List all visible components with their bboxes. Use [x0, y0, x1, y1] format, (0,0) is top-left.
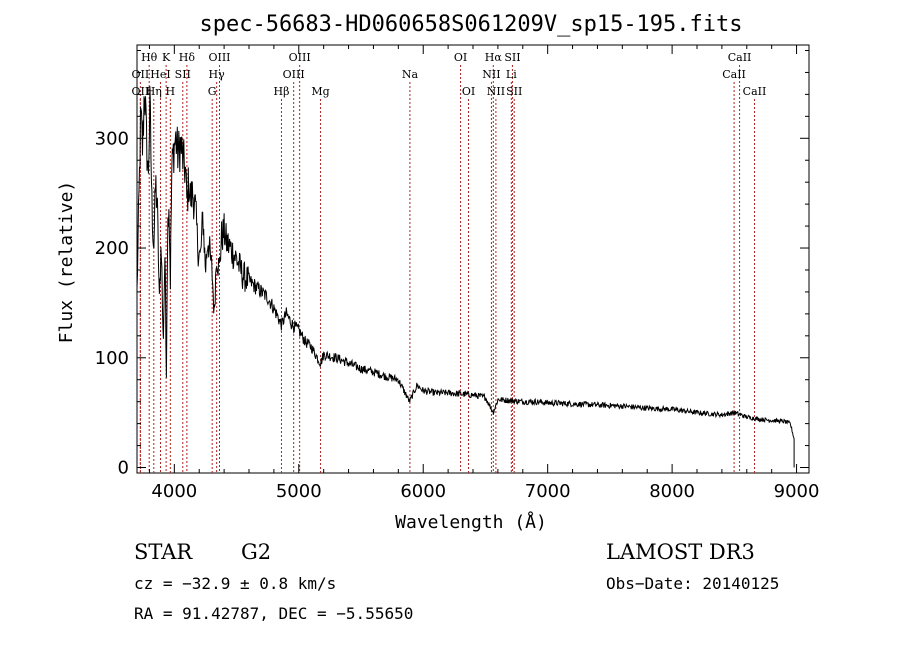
line-marker-label: OI — [462, 85, 475, 98]
line-marker-label: H — [166, 85, 176, 98]
line-marker-label: OII — [132, 85, 150, 98]
x-axis-label: Wavelength (Å) — [395, 511, 547, 533]
sky-coordinates: RA = 91.42787, DEC = −5.55650 — [134, 604, 413, 623]
line-marker-label: K — [162, 51, 171, 64]
line-marker-label: SII — [506, 85, 522, 98]
line-marker-label: NII — [482, 68, 500, 81]
line-marker-label: OI — [454, 51, 467, 64]
x-tick-label: 9000 — [774, 481, 820, 502]
line-marker-label: Hγ — [209, 68, 226, 81]
x-tick-label: 5000 — [276, 481, 322, 502]
line-marker-label: Na — [402, 68, 419, 81]
x-tick-label: 8000 — [649, 481, 695, 502]
line-marker-label: SII — [175, 68, 191, 81]
line-marker-label: OIII — [289, 51, 311, 64]
y-tick-label: 0 — [118, 458, 129, 479]
line-marker-label: NII — [487, 85, 505, 98]
redshift-velocity: cz = −32.9 ± 0.8 km/s — [134, 574, 336, 593]
survey-name: LAMOST DR3 — [606, 540, 755, 564]
object-class: STAR — [134, 540, 193, 564]
y-tick-label: 100 — [95, 348, 129, 369]
spectrum-line — [136, 86, 795, 468]
line-marker-label: Hθ — [141, 51, 158, 64]
line-marker-label: CaII — [722, 68, 746, 81]
line-marker-label: CaII — [728, 51, 752, 64]
line-marker-label: Hδ — [179, 51, 196, 64]
axis-ticks: 4000 5000 6000 7000 8000 9000 0 100 200 300 — [95, 45, 820, 502]
line-marker-label: Hα — [485, 51, 503, 64]
object-subclass: G2 — [241, 540, 271, 564]
x-tick-label: 7000 — [525, 481, 571, 502]
plot-frame — [136, 44, 810, 474]
y-axis-label: Flux (relative) — [56, 181, 77, 344]
line-marker-label: OII — [132, 68, 150, 81]
chart-title: spec-56683-HD060658S061209V_sp15-195.fit… — [199, 12, 742, 37]
line-marker-label: Mg — [311, 85, 329, 98]
line-marker-label: Hη — [146, 85, 162, 98]
line-marker-label: HeI — [150, 68, 170, 81]
line-marker-label: OIII — [283, 68, 305, 81]
line-marker-label: Hβ — [274, 85, 290, 98]
line-marker-label: G — [208, 85, 217, 98]
x-tick-label: 6000 — [400, 481, 446, 502]
x-tick-label: 4000 — [151, 481, 197, 502]
observation-date: Obs−Date: 20140125 — [606, 574, 779, 593]
line-marker-label: Li — [506, 68, 517, 81]
line-marker-label: CaII — [743, 85, 767, 98]
y-tick-label: 300 — [95, 128, 129, 149]
line-marker-label: OIII — [208, 51, 230, 64]
line-marker-label: SII — [504, 51, 520, 64]
y-tick-label: 200 — [95, 238, 129, 259]
